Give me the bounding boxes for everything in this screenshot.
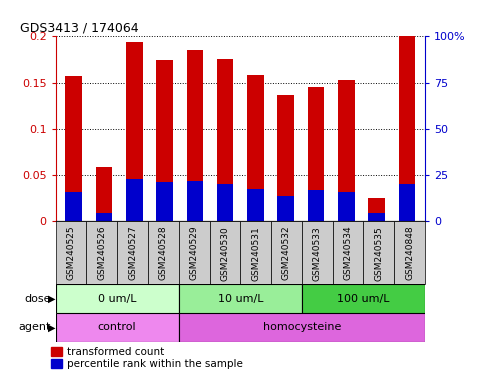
Bar <box>302 221 333 284</box>
Bar <box>333 221 364 284</box>
Bar <box>148 221 179 284</box>
Text: homocysteine: homocysteine <box>263 322 341 333</box>
Text: dose: dose <box>24 293 51 304</box>
Text: 100 um/L: 100 um/L <box>337 293 390 304</box>
Bar <box>277 196 294 221</box>
Legend: transformed count, percentile rank within the sample: transformed count, percentile rank withi… <box>51 347 242 369</box>
Text: agent: agent <box>18 322 51 333</box>
Bar <box>308 190 325 221</box>
Bar <box>126 42 142 221</box>
Bar <box>217 184 233 221</box>
Text: GSM240529: GSM240529 <box>190 226 199 280</box>
Bar <box>179 284 302 313</box>
Bar <box>65 192 82 221</box>
Bar <box>156 182 173 221</box>
Bar <box>210 221 240 284</box>
Bar <box>56 284 179 313</box>
Text: 10 um/L: 10 um/L <box>217 293 263 304</box>
Text: ▶: ▶ <box>47 293 55 304</box>
Text: GSM240526: GSM240526 <box>97 226 106 280</box>
Text: GSM240530: GSM240530 <box>220 226 229 281</box>
Text: GSM240534: GSM240534 <box>343 226 353 280</box>
Bar <box>398 184 415 221</box>
Bar <box>302 284 425 313</box>
Bar <box>364 221 394 284</box>
Bar <box>217 59 233 221</box>
Bar <box>86 221 117 284</box>
Bar <box>368 212 385 221</box>
Bar <box>398 36 415 221</box>
Text: GSM240525: GSM240525 <box>67 226 75 280</box>
Bar <box>247 75 264 221</box>
Bar <box>126 179 142 221</box>
Bar <box>247 189 264 221</box>
Text: control: control <box>98 322 136 333</box>
Bar <box>65 76 82 221</box>
Text: GSM240531: GSM240531 <box>251 226 260 281</box>
Bar <box>117 221 148 284</box>
Text: GSM240527: GSM240527 <box>128 226 137 280</box>
Bar <box>56 221 86 284</box>
Bar <box>338 80 355 221</box>
Text: GSM240848: GSM240848 <box>405 226 414 280</box>
Bar <box>368 198 385 221</box>
Bar <box>394 221 425 284</box>
Text: GSM240532: GSM240532 <box>282 226 291 280</box>
Bar <box>241 221 271 284</box>
Bar <box>338 192 355 221</box>
Bar <box>179 313 425 342</box>
Text: GSM240535: GSM240535 <box>374 226 384 281</box>
Bar <box>96 167 113 221</box>
Text: 0 um/L: 0 um/L <box>98 293 136 304</box>
Bar <box>271 221 302 284</box>
Bar <box>96 212 113 221</box>
Text: GDS3413 / 174064: GDS3413 / 174064 <box>20 22 139 35</box>
Bar <box>156 60 173 221</box>
Bar <box>186 50 203 221</box>
Bar <box>277 94 294 221</box>
Bar <box>179 221 210 284</box>
Bar <box>186 181 203 221</box>
Bar <box>308 87 325 221</box>
Text: GSM240533: GSM240533 <box>313 226 322 281</box>
Bar <box>56 313 179 342</box>
Text: GSM240528: GSM240528 <box>159 226 168 280</box>
Text: ▶: ▶ <box>47 322 55 333</box>
